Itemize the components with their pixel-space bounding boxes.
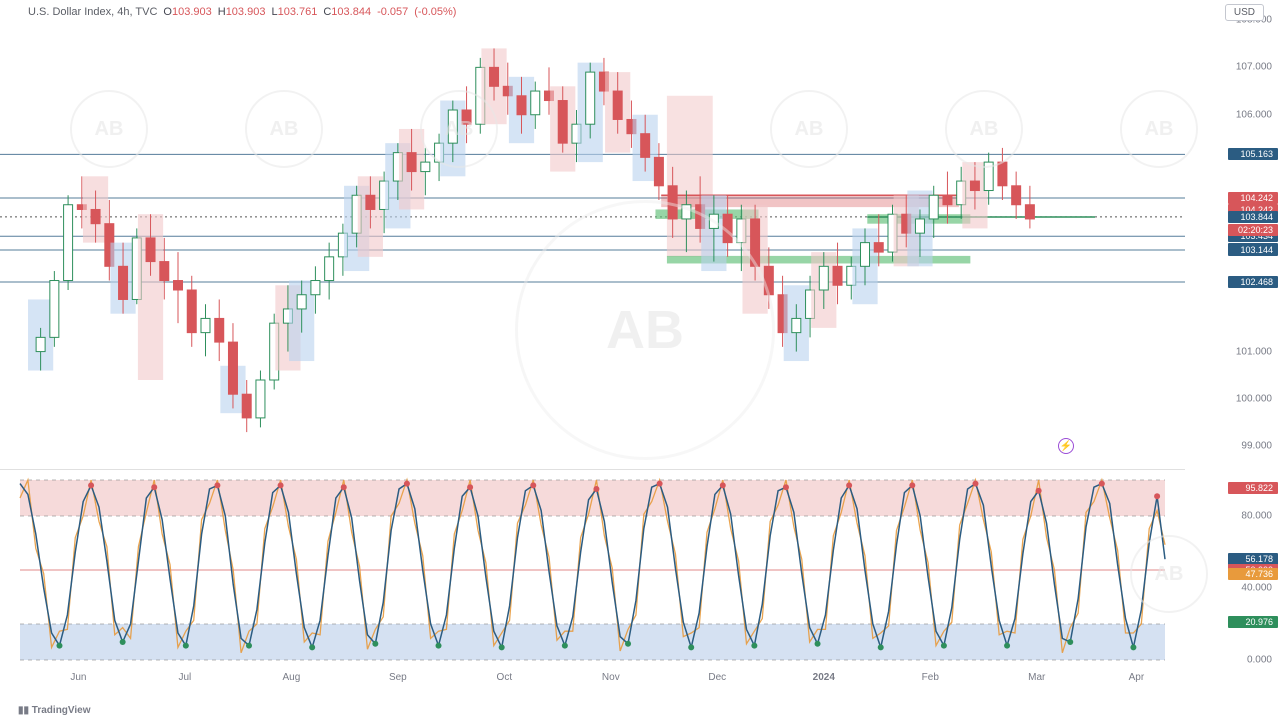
- price-tick: 101.000: [1236, 346, 1272, 357]
- oscillator-axis[interactable]: 0.00040.00080.00095.82256.17850.00047.73…: [1185, 474, 1280, 666]
- time-tick: Aug: [282, 672, 300, 683]
- chart-header: U.S. Dollar Index, 4h, TVC O103.903 H103…: [28, 6, 456, 18]
- time-axis[interactable]: Jun Jul Aug Sep Oct Nov Dec 2024 Feb Mar Apr: [0, 666, 1185, 690]
- osc-tick: 0.000: [1247, 655, 1272, 666]
- osc-tag: 20.976: [1228, 616, 1278, 628]
- price-tick: 106.000: [1236, 109, 1272, 120]
- symbol-text: U.S. Dollar Index, 4h, TVC: [28, 6, 157, 18]
- time-tick: Apr: [1129, 672, 1145, 683]
- price-tick: 99.000: [1241, 441, 1272, 452]
- currency-badge[interactable]: USD: [1225, 4, 1264, 21]
- osc-tick: 40.000: [1241, 583, 1272, 594]
- price-tag: 105.163: [1228, 148, 1278, 160]
- price-tick: 100.000: [1236, 393, 1272, 404]
- price-tag: 103.844: [1228, 211, 1278, 223]
- time-tick: Mar: [1028, 672, 1045, 683]
- osc-tick: 80.000: [1241, 511, 1272, 522]
- price-tag: 104.242: [1228, 192, 1278, 204]
- time-tick: Jul: [178, 672, 191, 683]
- osc-tag: 95.822: [1228, 482, 1278, 494]
- oscillator-pane[interactable]: [0, 474, 1185, 666]
- time-tick: 2024: [813, 672, 835, 683]
- time-tick: Nov: [602, 672, 620, 683]
- time-tick: Dec: [708, 672, 726, 683]
- osc-tag: 47.736: [1228, 568, 1278, 580]
- time-tick: Feb: [922, 672, 939, 683]
- price-tag: 102.468: [1228, 276, 1278, 288]
- price-tick: 107.000: [1236, 62, 1272, 73]
- time-tick: Jun: [70, 672, 86, 683]
- alert-icon[interactable]: ⚡: [1058, 438, 1074, 454]
- main-price-pane[interactable]: ⚡: [0, 20, 1185, 470]
- brand-logo[interactable]: ▮▮ TradingView: [18, 705, 91, 716]
- trading-chart[interactable]: U.S. Dollar Index, 4h, TVC O103.903 H103…: [0, 0, 1280, 720]
- price-tag: 103.144: [1228, 244, 1278, 256]
- price-axis[interactable]: 99.000100.000101.000105.000106.000107.00…: [1185, 20, 1280, 470]
- countdown-tag: 02:20:23: [1228, 224, 1278, 236]
- time-tick: Oct: [497, 672, 513, 683]
- time-tick: Sep: [389, 672, 407, 683]
